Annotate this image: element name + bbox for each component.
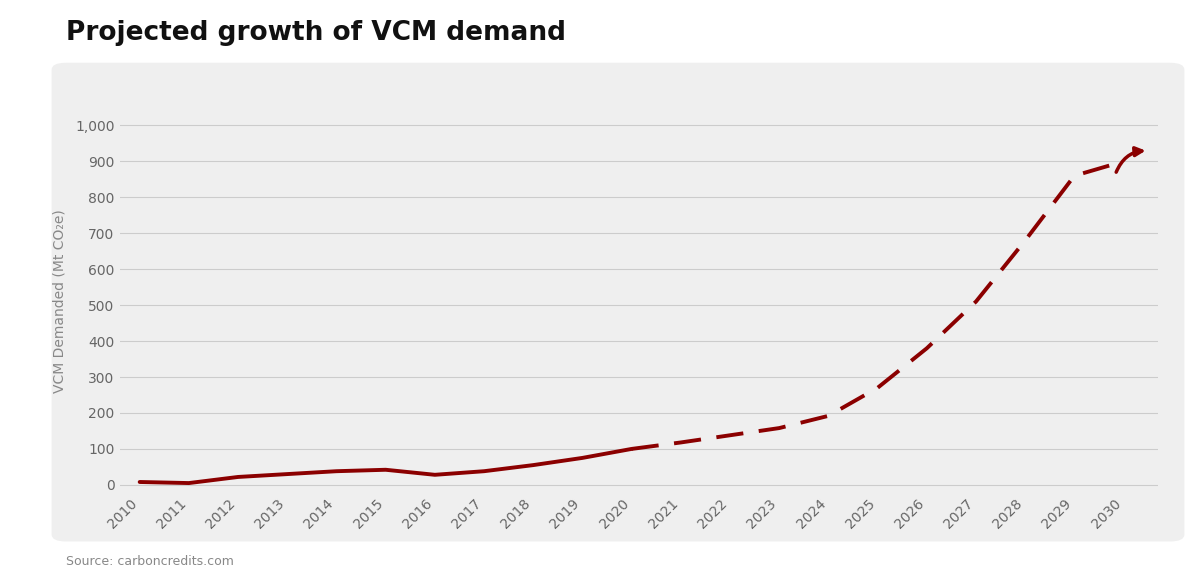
Text: Projected growth of VCM demand: Projected growth of VCM demand [66, 20, 566, 46]
Y-axis label: VCM Demanded (Mt CO₂e): VCM Demanded (Mt CO₂e) [53, 209, 67, 393]
FancyBboxPatch shape [52, 63, 1184, 541]
Text: Source: carboncredits.com: Source: carboncredits.com [66, 555, 234, 568]
